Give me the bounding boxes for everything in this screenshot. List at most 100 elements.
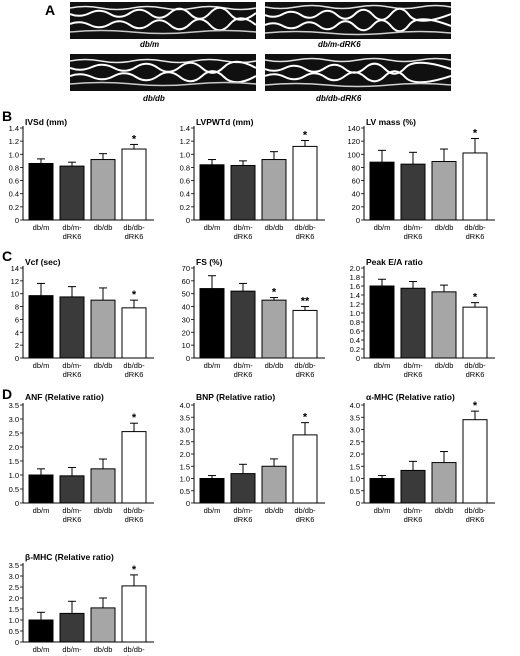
- bar: [121, 148, 147, 221]
- significance-marker: *: [132, 289, 137, 301]
- category-label: db/m-: [233, 223, 253, 232]
- y-tick-label: 1.5: [180, 462, 190, 471]
- category-label: db/db-: [123, 223, 145, 232]
- category-label: dRK6: [63, 515, 82, 524]
- y-tick-label: 60: [352, 177, 360, 186]
- bar: [261, 465, 287, 504]
- chart-title: α-MHC (Relative ratio): [366, 392, 455, 402]
- chart-title: LV mass (%): [366, 117, 416, 127]
- y-tick-label: 6: [15, 315, 19, 324]
- y-tick-label: 1.8: [350, 273, 360, 282]
- bar: [292, 434, 318, 504]
- category-label: db/m-: [62, 223, 82, 232]
- bar: [90, 468, 116, 504]
- category-label: db/m: [33, 361, 50, 370]
- bar: [28, 162, 54, 221]
- y-tick-label: 0.5: [9, 627, 19, 636]
- category-label: db/m-: [62, 361, 82, 370]
- category-label: dRK6: [125, 370, 144, 379]
- category-label: dRK6: [466, 232, 485, 241]
- y-tick-label: 3.0: [350, 426, 360, 435]
- category-label: db/m-: [233, 506, 253, 515]
- y-tick-label: 0.2: [9, 203, 19, 212]
- category-label: dRK6: [63, 232, 82, 241]
- significance-marker: *: [303, 129, 308, 141]
- category-label: db/db: [265, 506, 284, 515]
- bar: [28, 295, 54, 359]
- y-tick-label: 1.0: [180, 150, 190, 159]
- category-label: dRK6: [296, 370, 315, 379]
- y-tick-label: 140: [347, 124, 360, 133]
- chart-title: ANF (Relative ratio): [25, 392, 104, 402]
- bar: [199, 478, 225, 504]
- category-label: db/db-: [123, 506, 145, 515]
- y-tick-label: 2.0: [350, 450, 360, 459]
- significance-marker: *: [272, 287, 277, 299]
- bar: [431, 291, 457, 359]
- y-tick-label: 0.4: [9, 190, 19, 199]
- category-label: db/db-: [294, 506, 316, 515]
- y-tick-label: 1.0: [9, 471, 19, 480]
- y-tick-label: 3.0: [180, 426, 190, 435]
- bar: [199, 164, 225, 221]
- y-tick-label: 2.5: [9, 583, 19, 592]
- category-label: db/m-: [62, 645, 82, 654]
- bar: [230, 473, 256, 504]
- significance-marker: *: [132, 412, 137, 424]
- chart-title: Peak E/A ratio: [366, 257, 423, 267]
- significance-marker: *: [132, 133, 137, 145]
- significance-marker: *: [303, 412, 308, 424]
- category-label: db/db-: [123, 645, 145, 654]
- y-tick-label: 0.8: [9, 163, 19, 172]
- category-label: dRK6: [296, 232, 315, 241]
- bar: [431, 462, 457, 504]
- echo-caption-db-db: db/db: [143, 94, 165, 103]
- panel-label-c: C: [2, 248, 13, 264]
- bar: [400, 163, 426, 221]
- y-tick-label: 2.0: [350, 264, 360, 273]
- echo-caption-db-db-drk6: db/db-dRK6: [316, 94, 362, 103]
- y-tick-label: 1.6: [350, 282, 360, 291]
- y-tick-label: 4: [15, 328, 19, 337]
- category-label: dRK6: [63, 370, 82, 379]
- y-tick-label: 1.4: [180, 124, 190, 133]
- bar: [369, 161, 395, 221]
- y-tick-label: 40: [182, 303, 190, 312]
- y-tick-label: 3.5: [350, 413, 360, 422]
- y-tick-label: 0.4: [350, 336, 360, 345]
- y-tick-label: 1.2: [180, 137, 190, 146]
- category-label: db/m: [374, 361, 391, 370]
- y-tick-label: 2.5: [350, 438, 360, 447]
- chart-title: IVSd (mm): [25, 117, 67, 127]
- y-tick-label: 2.0: [180, 450, 190, 459]
- bar: [292, 309, 318, 359]
- echo-caption-db-m: db/m: [140, 40, 160, 49]
- category-label: db/db: [435, 361, 454, 370]
- bar: [462, 419, 488, 504]
- significance-marker: *: [473, 400, 478, 412]
- y-tick-label: 2.5: [9, 429, 19, 438]
- echo-image-db-db: [70, 54, 256, 91]
- category-label: dRK6: [404, 232, 423, 241]
- bar: [59, 165, 85, 221]
- category-label: dRK6: [63, 654, 82, 656]
- y-tick-label: 1.0: [180, 475, 190, 484]
- category-label: db/db: [94, 645, 113, 654]
- y-tick-label: 1.5: [9, 605, 19, 614]
- bar: [400, 287, 426, 359]
- bar: [28, 474, 54, 504]
- y-tick-label: 0.5: [180, 487, 190, 496]
- bar: [261, 159, 287, 221]
- bar: [369, 478, 395, 504]
- y-tick-label: 0.8: [180, 163, 190, 172]
- y-tick-label: 120: [347, 137, 360, 146]
- y-tick-label: 100: [347, 150, 360, 159]
- bar: [59, 612, 85, 643]
- y-tick-label: 12: [11, 277, 19, 286]
- y-tick-label: 2.5: [180, 438, 190, 447]
- y-tick-label: 30: [182, 315, 190, 324]
- y-tick-label: 3.5: [9, 401, 19, 410]
- significance-marker: *: [473, 128, 478, 140]
- y-tick-label: 0: [15, 638, 19, 647]
